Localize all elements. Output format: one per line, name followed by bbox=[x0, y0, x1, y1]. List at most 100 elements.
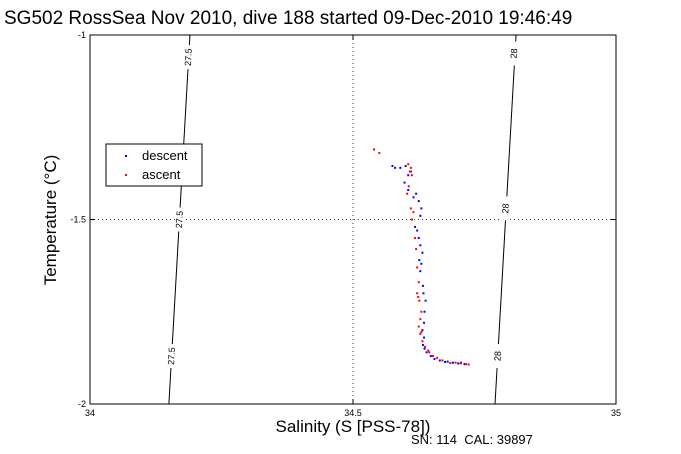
contour-label-mask bbox=[509, 41, 518, 66]
descent-point bbox=[423, 336, 426, 339]
ascent-point bbox=[419, 332, 422, 335]
ascent-point bbox=[420, 310, 423, 313]
legend-box bbox=[105, 143, 203, 187]
legend: descent ascent bbox=[105, 143, 203, 187]
contour-label-mask bbox=[501, 196, 510, 221]
density-contour-label: 28 bbox=[500, 203, 511, 214]
ascent-point bbox=[409, 207, 412, 210]
descent-point bbox=[403, 181, 406, 184]
ascent-point bbox=[424, 345, 427, 348]
descent-point bbox=[423, 310, 426, 313]
y-tick-label: -1 bbox=[78, 30, 86, 40]
density-contour-label: 27.5 bbox=[183, 48, 194, 66]
descent-point bbox=[419, 214, 422, 217]
grid-lines bbox=[90, 35, 616, 404]
ascent-point bbox=[417, 295, 420, 298]
ascent-point bbox=[408, 170, 411, 173]
descent-point bbox=[417, 236, 420, 239]
density-contour-label: 27.5 bbox=[174, 210, 185, 228]
descent-point bbox=[433, 357, 436, 360]
descent-point bbox=[429, 355, 432, 358]
ascent-point bbox=[373, 148, 376, 151]
y-tick-label: -2 bbox=[78, 399, 86, 409]
ascent-point bbox=[416, 266, 419, 269]
descent-point bbox=[415, 192, 418, 195]
descent-point bbox=[425, 351, 428, 354]
descent-point bbox=[418, 259, 421, 262]
descent-point bbox=[399, 166, 402, 169]
ascent-point bbox=[410, 174, 413, 177]
density-contours: 27.5 27.5 27.5 28 28 28 bbox=[166, 34, 520, 405]
y-axis-ticks: -1 -1.5 -2 bbox=[70, 30, 616, 409]
descent-point bbox=[409, 170, 412, 173]
descent-point bbox=[421, 251, 424, 254]
ascent-point bbox=[454, 361, 457, 364]
contour-label-mask bbox=[175, 207, 184, 232]
descent-point bbox=[423, 347, 426, 350]
descent-point bbox=[407, 174, 410, 177]
descent-point bbox=[420, 207, 423, 210]
ascent-point bbox=[407, 185, 410, 188]
descent-point bbox=[421, 284, 424, 287]
ascent-point bbox=[427, 349, 430, 352]
y-axis-label: Temperature (°C) bbox=[41, 155, 60, 286]
descent-point bbox=[424, 299, 427, 302]
x-tick-label: 34.5 bbox=[344, 408, 362, 418]
ascent-point bbox=[417, 325, 420, 328]
legend-descent-marker bbox=[125, 155, 127, 157]
legend-ascent-label: ascent bbox=[142, 167, 181, 182]
ascent-point bbox=[415, 248, 418, 251]
chart-title: SG502 RossSea Nov 2010, dive 188 started… bbox=[4, 8, 572, 29]
ascent-point bbox=[459, 362, 462, 365]
descent-point bbox=[404, 164, 407, 167]
descent-point bbox=[446, 360, 449, 363]
descent-point bbox=[420, 262, 423, 265]
descent-point bbox=[463, 363, 466, 366]
density-contour-label: 27.5 bbox=[166, 347, 177, 365]
ascent-point bbox=[412, 211, 415, 214]
ascent-point bbox=[467, 363, 470, 366]
descent-point bbox=[444, 360, 447, 363]
descent-point bbox=[421, 329, 424, 332]
ascent-point bbox=[414, 236, 417, 239]
ascent-point bbox=[409, 166, 412, 169]
descent-point bbox=[416, 229, 419, 232]
descent-point bbox=[394, 166, 397, 169]
ascent-point bbox=[410, 218, 413, 221]
ascent-point bbox=[417, 281, 420, 284]
ascent-point bbox=[419, 318, 422, 321]
legend-descent-label: descent bbox=[142, 148, 188, 163]
descent-point bbox=[421, 343, 424, 346]
descent-point bbox=[419, 270, 422, 273]
contour-label-mask bbox=[184, 45, 193, 70]
descent-point bbox=[438, 359, 441, 362]
descent-point bbox=[451, 361, 454, 364]
x-axis-ticks: 34 34.5 35 bbox=[85, 35, 621, 418]
x-axis-label: Salinity (S [PSS-78]) bbox=[276, 417, 431, 436]
contour-label-mask bbox=[493, 344, 502, 369]
descent-point bbox=[457, 362, 460, 365]
ascent-point bbox=[449, 362, 452, 365]
ascent-point bbox=[407, 163, 410, 166]
descent-point bbox=[422, 292, 425, 295]
descent-point bbox=[412, 196, 415, 199]
ascent-point bbox=[436, 356, 439, 359]
ascent-point bbox=[416, 292, 419, 295]
ascent-point bbox=[465, 363, 468, 366]
density-contour-label: 28 bbox=[509, 48, 520, 59]
ascent-point bbox=[428, 351, 431, 354]
ascent-point bbox=[431, 355, 434, 358]
x-tick-label: 35 bbox=[611, 408, 621, 418]
ascent-point bbox=[441, 359, 444, 362]
descent-point bbox=[423, 321, 426, 324]
descent-point bbox=[414, 225, 417, 228]
y-tick-label: -1.5 bbox=[70, 215, 86, 225]
serial-calibration-text: SN: 114 CAL: 39897 bbox=[411, 432, 533, 447]
ascent-point bbox=[420, 331, 423, 334]
data-points bbox=[373, 148, 470, 366]
ascent-point bbox=[378, 152, 381, 155]
descent-point bbox=[417, 200, 420, 203]
ascent-point bbox=[406, 192, 409, 195]
contour-label-mask bbox=[167, 344, 176, 369]
